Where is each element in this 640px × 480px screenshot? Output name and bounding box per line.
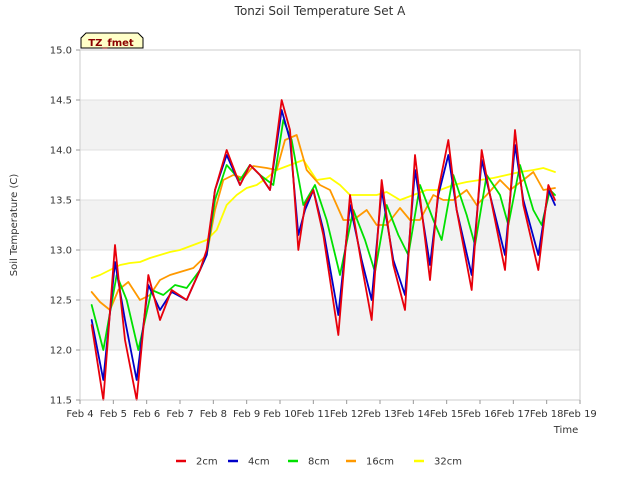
x-tick-label: Feb 14: [397, 409, 431, 420]
x-tick-label: Feb 13: [363, 409, 397, 420]
legend-label-32cm: 32cm: [434, 457, 462, 468]
legend-label-2cm: 2cm: [196, 457, 218, 468]
x-tick-label: Feb 5: [100, 409, 127, 420]
plot-frame: [79, 49, 581, 401]
x-tick-label: Feb 8: [200, 409, 227, 420]
series-line-2cm: [90, 99, 556, 401]
x-tick-label: Feb 15: [430, 409, 464, 420]
x-axis-ticks: Feb 4 Feb 5 Feb 6 Feb 7 Feb 8 Feb 9 Feb 10 Feb …: [66, 400, 597, 420]
x-tick-label: Feb 19: [563, 409, 597, 420]
y-tick-label: 15.0: [50, 46, 72, 57]
x-tick-label: Feb 18: [530, 409, 564, 420]
legend-label-8cm: 8cm: [308, 457, 330, 468]
plot-band: [80, 100, 580, 150]
plot-band: [80, 300, 580, 350]
plot-bands: [80, 100, 580, 350]
x-tick-label: Feb 10: [263, 409, 297, 420]
x-tick-label: Feb 6: [133, 409, 160, 420]
y-tick-label: 11.5: [50, 396, 72, 407]
y-axis-title: Soil Temperature (C): [9, 174, 20, 277]
x-tick-label: Feb 7: [166, 409, 193, 420]
x-tick-label: Feb 4: [66, 409, 93, 420]
x-tick-label: Feb 16: [463, 409, 497, 420]
legend-label-4cm: 4cm: [248, 457, 270, 468]
y-tick-label: 13.0: [50, 246, 72, 257]
legend: 2cm 4cm 8cm 16cm 32cm: [176, 457, 462, 468]
y-tick-label: 14.0: [50, 146, 72, 157]
y-tick-label: 12.0: [50, 346, 72, 357]
chart-title: Tonzi Soil Temperature Set A: [234, 4, 406, 18]
plot-band: [80, 200, 580, 250]
y-tick-label: 13.5: [50, 196, 72, 207]
x-tick-label: Feb 11: [297, 409, 331, 420]
x-tick-label: Feb 12: [330, 409, 364, 420]
y-tick-label: 12.5: [50, 296, 72, 307]
series-line-16cm: [90, 134, 556, 311]
y-tick-label: 14.5: [50, 96, 72, 107]
dataset-badge-label: TZ_fmet: [88, 38, 134, 49]
x-tick-label: Feb 17: [497, 409, 531, 420]
legend-label-16cm: 16cm: [366, 457, 394, 468]
series-layer: [90, 99, 556, 401]
x-tick-label: Feb 9: [233, 409, 260, 420]
y-axis-ticks: 11.5 12.0 12.5 13.0 13.5 14.0 14.5 15.0: [50, 46, 80, 407]
x-axis-title: Time: [553, 425, 578, 436]
dataset-badge: TZ_fmet: [80, 32, 144, 49]
